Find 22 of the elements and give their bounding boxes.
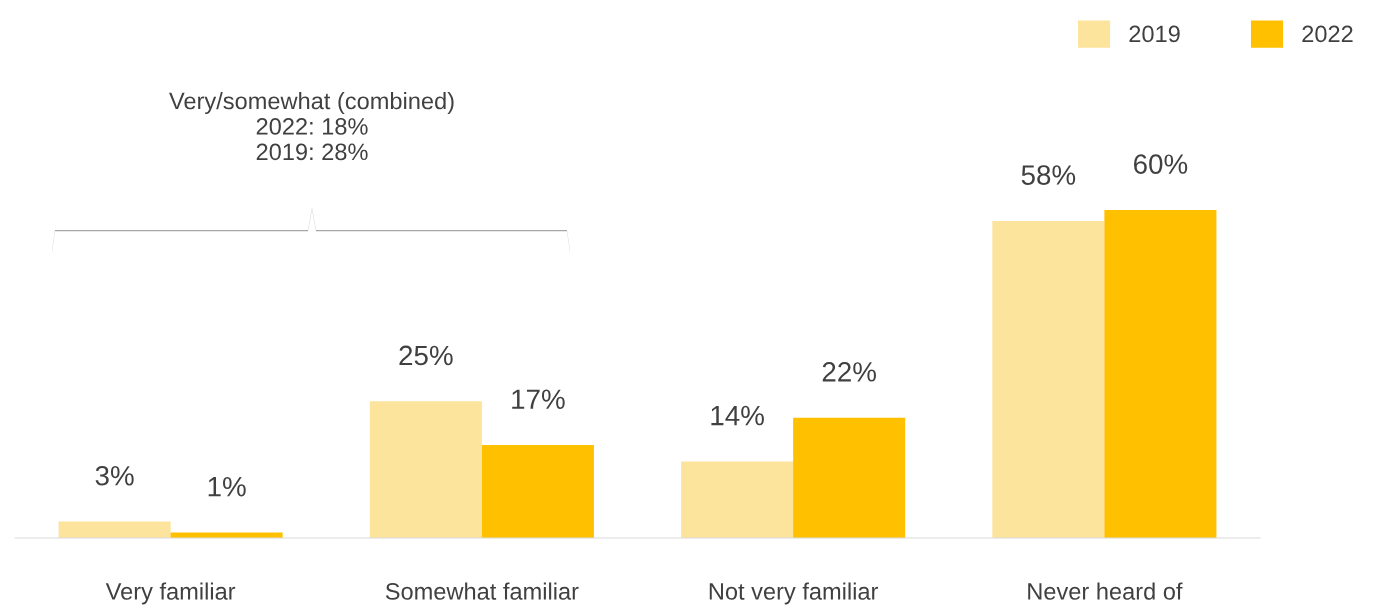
bar xyxy=(369,401,482,538)
legend-label: 2022 xyxy=(1302,25,1353,43)
bar xyxy=(481,445,594,538)
text: Very/somewhat (combined) 2022: 18% 2019: 28% xyxy=(169,92,454,161)
x-tick-label: Very familiar xyxy=(105,582,236,605)
data-label: 58% xyxy=(1021,165,1076,185)
data-label: 3% xyxy=(95,465,134,486)
bar xyxy=(793,417,906,538)
legend-label: 2019 xyxy=(1129,25,1180,43)
data-label: 60% xyxy=(1134,154,1188,174)
data-label: 1% xyxy=(208,476,246,497)
data-label: 17% xyxy=(512,389,565,409)
bar xyxy=(58,521,171,538)
x-tick-label: Somewhat familiar xyxy=(385,582,579,600)
bar xyxy=(1104,210,1217,538)
data-label: 25% xyxy=(399,345,453,366)
data-label: 14% xyxy=(711,405,764,426)
data-label: 22% xyxy=(822,362,876,382)
x-tick-label: Not very familiar xyxy=(709,582,879,605)
x-tick-label: Never heard of xyxy=(1028,582,1183,600)
bar xyxy=(992,220,1105,538)
bar xyxy=(681,461,794,538)
